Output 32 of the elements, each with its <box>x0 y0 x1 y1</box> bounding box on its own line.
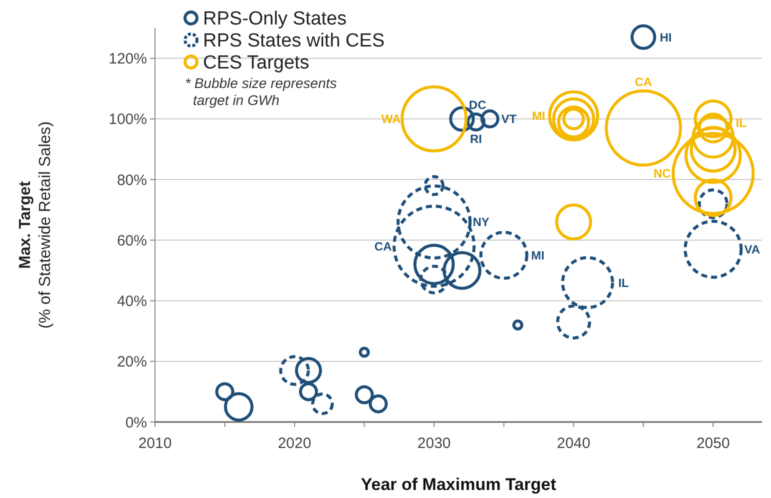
data-label: MI <box>531 248 544 263</box>
y-tick-label: 100% <box>108 111 147 128</box>
y-tick-label: 60% <box>116 232 147 250</box>
data-label: DC <box>468 98 487 112</box>
y-axis-title: Max. Target (% of Statewide Retail Sales) <box>17 121 54 329</box>
x-tick-label: 2020 <box>278 435 312 452</box>
y-tick-label: 20% <box>116 354 147 371</box>
x-tick-label: 2040 <box>556 435 590 452</box>
legend-label: RPS-Only States <box>203 8 347 30</box>
annotation: * Bubble size represents target in GWh <box>185 75 337 108</box>
data-label: IL <box>736 116 746 130</box>
x-tick-label: 2010 <box>138 435 172 452</box>
legend-label: CES Targets <box>203 52 310 74</box>
legend-label: RPS States with CES <box>203 30 385 52</box>
data-label: HI <box>660 30 672 44</box>
data-label: VT <box>501 112 518 126</box>
data-label: NC <box>653 166 672 181</box>
y-tick-label: 80% <box>116 172 147 189</box>
x-axis-title: Year of Maximum Target <box>360 475 556 494</box>
data-label: IL <box>618 276 629 290</box>
y-tick-label: 0% <box>125 414 147 432</box>
data-label: CA <box>374 239 392 254</box>
data-label: WA <box>381 112 402 126</box>
y-tick-label: 120% <box>108 50 147 68</box>
data-label: RI <box>470 132 482 146</box>
x-tick-label: 2050 <box>696 435 730 452</box>
x-tick-label: 2030 <box>417 435 451 452</box>
data-label: VA <box>744 242 760 256</box>
data-label: NY <box>472 215 490 230</box>
data-label: MI <box>532 109 546 124</box>
data-label: CA <box>634 75 652 90</box>
y-tick-label: 40% <box>116 293 147 310</box>
